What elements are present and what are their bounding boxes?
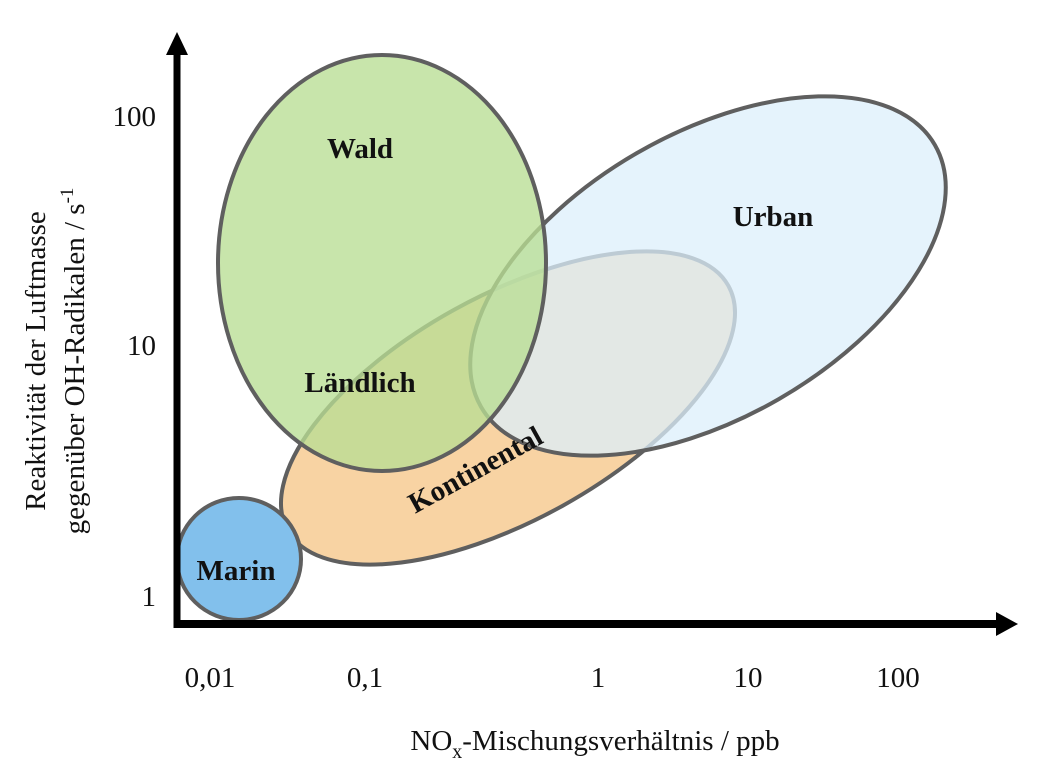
y-tick-labels: 100 10 1 bbox=[113, 101, 157, 613]
y-tick-label: 100 bbox=[113, 101, 157, 133]
axes bbox=[166, 32, 1018, 636]
y-tick-label: 1 bbox=[142, 581, 157, 613]
x-axis-label-rest: -Mischungsverhältnis / ppb bbox=[462, 725, 779, 757]
x-tick-label: 10 bbox=[734, 662, 763, 694]
y-axis-label-line1: Reaktivität der Luftmasse bbox=[20, 211, 52, 511]
x-tick-label: 100 bbox=[876, 662, 920, 694]
y-axis-label-line2-main: gegenüber OH-Radikalen / s bbox=[59, 203, 91, 534]
region-label-marin: Marin bbox=[197, 555, 276, 587]
x-axis-arrowhead-icon bbox=[996, 612, 1018, 636]
x-tick-label: 1 bbox=[591, 662, 606, 694]
region-label-wald: Wald bbox=[327, 133, 393, 165]
region-label-urban: Urban bbox=[733, 201, 814, 233]
x-tick-label: 0,01 bbox=[185, 662, 236, 694]
x-axis-label: NOx-Mischungsverhältnis / ppb bbox=[410, 725, 779, 763]
region-wald-ellipse bbox=[216, 53, 548, 473]
y-axis-label-line2: gegenüber OH-Radikalen / s-1 bbox=[57, 188, 91, 535]
x-tick-labels: 0,01 0,1 1 10 100 bbox=[185, 662, 920, 694]
y-tick-label: 10 bbox=[127, 330, 156, 362]
x-axis-label-main: NO bbox=[410, 725, 452, 757]
region-label-laendlich: Ländlich bbox=[304, 367, 415, 399]
x-tick-label: 0,1 bbox=[347, 662, 383, 694]
regions-layer bbox=[175, 53, 948, 622]
x-axis-label-subscript: x bbox=[452, 741, 462, 763]
y-axis-label: Reaktivität der Luftmasse gegenüber OH-R… bbox=[20, 188, 91, 535]
y-axis-arrowhead-icon bbox=[166, 32, 188, 55]
y-axis-label-superscript: -1 bbox=[57, 188, 78, 204]
